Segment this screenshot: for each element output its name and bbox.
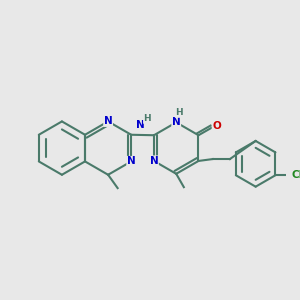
Text: H: H bbox=[175, 108, 183, 117]
Text: H: H bbox=[143, 114, 151, 123]
Text: O: O bbox=[212, 121, 221, 131]
Text: N: N bbox=[136, 121, 145, 130]
Text: N: N bbox=[127, 156, 136, 167]
Text: N: N bbox=[150, 156, 158, 166]
Text: N: N bbox=[172, 117, 181, 128]
Text: Cl: Cl bbox=[292, 170, 300, 180]
Text: N: N bbox=[104, 116, 112, 126]
